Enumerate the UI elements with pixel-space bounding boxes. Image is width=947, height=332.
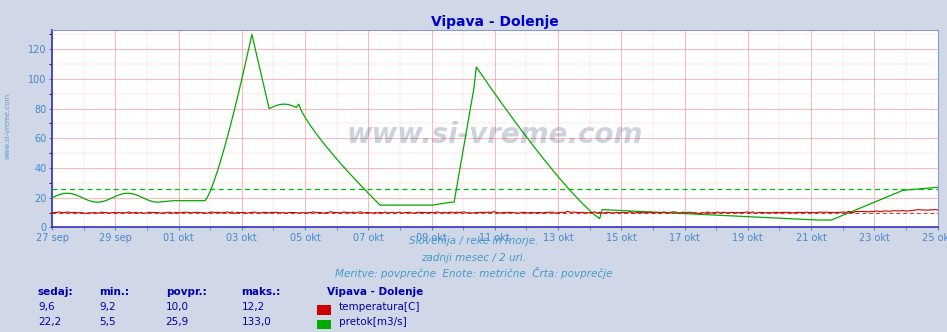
Text: temperatura[C]: temperatura[C] <box>339 302 420 312</box>
Text: www.si-vreme.com: www.si-vreme.com <box>347 121 643 149</box>
Text: povpr.:: povpr.: <box>166 288 206 297</box>
Title: Vipava - Dolenje: Vipava - Dolenje <box>431 15 559 29</box>
Text: sedaj:: sedaj: <box>38 288 74 297</box>
Text: zadnji mesec / 2 uri.: zadnji mesec / 2 uri. <box>421 253 526 263</box>
Text: Slovenija / reke in morje.: Slovenija / reke in morje. <box>409 236 538 246</box>
Text: 12,2: 12,2 <box>241 302 265 312</box>
Text: maks.:: maks.: <box>241 288 280 297</box>
Text: 10,0: 10,0 <box>166 302 188 312</box>
Text: min.:: min.: <box>99 288 130 297</box>
Text: 9,2: 9,2 <box>99 302 116 312</box>
Text: 5,5: 5,5 <box>99 317 116 327</box>
Text: pretok[m3/s]: pretok[m3/s] <box>339 317 407 327</box>
Text: Meritve: povprečne  Enote: metrične  Črta: povprečje: Meritve: povprečne Enote: metrične Črta:… <box>335 267 612 279</box>
Text: www.si-vreme.com: www.si-vreme.com <box>5 93 10 159</box>
Text: 22,2: 22,2 <box>38 317 62 327</box>
Text: Vipava - Dolenje: Vipava - Dolenje <box>327 288 423 297</box>
Text: 133,0: 133,0 <box>241 317 271 327</box>
Text: 25,9: 25,9 <box>166 317 189 327</box>
Text: 9,6: 9,6 <box>38 302 55 312</box>
